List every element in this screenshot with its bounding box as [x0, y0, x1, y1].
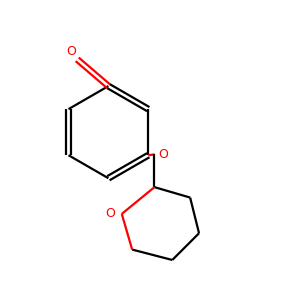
Text: O: O	[106, 207, 116, 220]
Text: O: O	[66, 45, 76, 58]
Text: O: O	[158, 148, 168, 161]
